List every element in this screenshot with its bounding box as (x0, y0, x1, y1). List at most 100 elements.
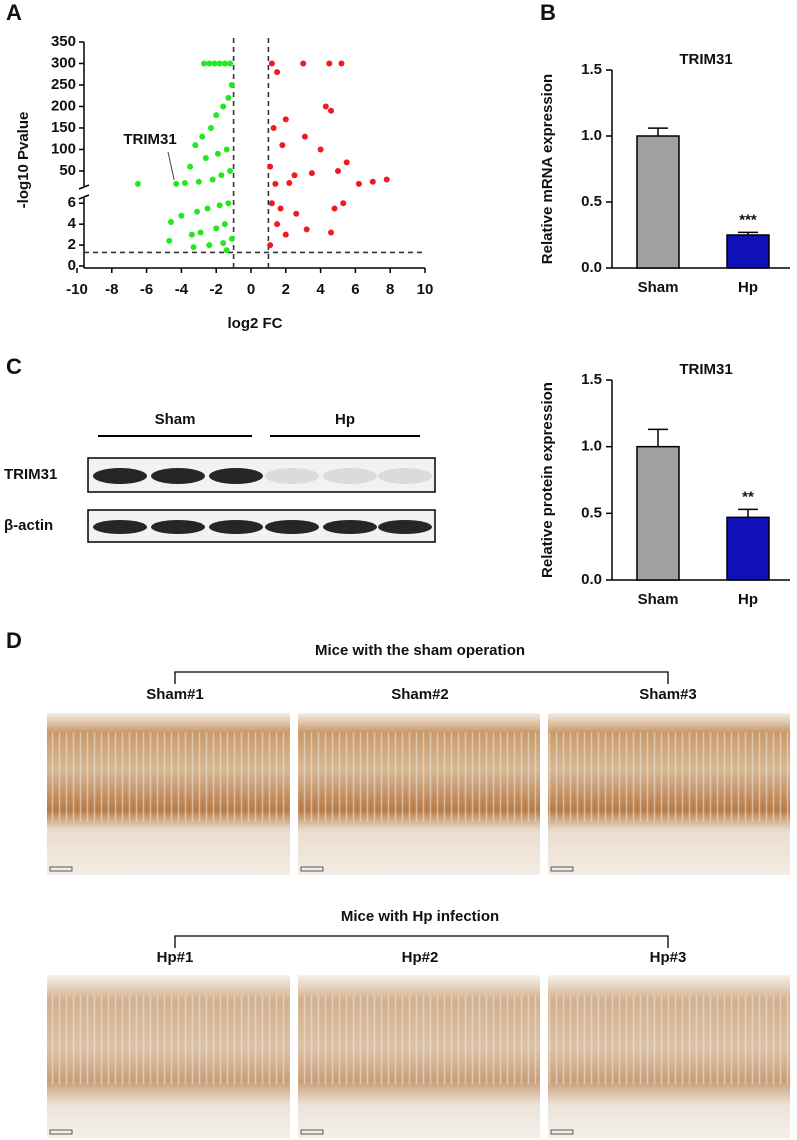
point (223, 247, 230, 254)
panel-label: B (540, 0, 556, 25)
y-tick-label: 250 (51, 76, 76, 93)
axis-break (78, 194, 90, 200)
point (166, 237, 173, 244)
scale-bar (49, 1129, 73, 1135)
row-label: β-actin (4, 517, 53, 534)
point (218, 172, 225, 179)
point (188, 231, 195, 238)
point (317, 146, 324, 153)
y-tick-label: 1.0 (581, 438, 602, 455)
point (181, 179, 188, 186)
y-axis-label: Relative mRNA expression (539, 74, 556, 264)
tissue-texture (298, 994, 540, 1085)
x-tick-label: 0 (247, 281, 255, 298)
point (293, 210, 300, 217)
point (221, 221, 228, 228)
blot-band (151, 468, 205, 484)
bracket (174, 671, 669, 684)
x-tick-label: -4 (175, 281, 189, 298)
image-label: Hp#1 (157, 949, 194, 966)
x-tick-label: -6 (140, 281, 153, 298)
point (178, 212, 185, 219)
blot-band (378, 520, 432, 534)
image-label: Hp#3 (650, 949, 687, 966)
y-tick-label: 1.0 (581, 127, 602, 144)
point (331, 205, 338, 212)
point (209, 176, 216, 183)
point (206, 60, 213, 67)
y-tick-label: 0 (68, 257, 76, 274)
y-tick-label: 0.5 (581, 193, 602, 210)
x-tick-label: -2 (210, 281, 223, 298)
y-axis-label: Relative protein expression (539, 382, 556, 578)
point (274, 221, 281, 228)
y-tick-label: 350 (51, 33, 76, 50)
blot-band (265, 520, 319, 534)
x-tick-label: Hp (738, 591, 758, 608)
bracket (174, 935, 669, 948)
blot-band (209, 520, 263, 534)
point (190, 244, 197, 251)
y-tick-label: 0.0 (581, 571, 602, 588)
panel-label: D (6, 628, 22, 653)
blot-band (378, 468, 432, 484)
y-tick-label: 1.5 (581, 371, 602, 388)
significance: *** (739, 211, 757, 228)
image-label: Sham#3 (639, 686, 697, 703)
point (134, 180, 141, 187)
axis-break (78, 184, 90, 190)
point (202, 155, 209, 162)
point (322, 103, 329, 110)
point (227, 167, 234, 174)
x-tick-label: 10 (417, 281, 434, 298)
point (308, 170, 315, 177)
scale-bar (49, 866, 73, 872)
point (199, 133, 206, 140)
point (220, 239, 227, 246)
x-tick-label: Hp (738, 279, 758, 296)
tissue-texture (548, 732, 790, 822)
point (187, 163, 194, 170)
blot-band (93, 520, 147, 534)
point (279, 142, 286, 149)
point (282, 231, 289, 238)
point (211, 60, 218, 67)
x-tick-label: 8 (386, 281, 394, 298)
group-label: Sham (155, 411, 196, 428)
chart-title: TRIM31 (679, 51, 732, 68)
point (301, 133, 308, 140)
group-title: Mice with the sham operation (315, 642, 525, 659)
point (268, 200, 275, 207)
x-tick-label: -10 (66, 281, 88, 298)
y-tick-label: 200 (51, 97, 76, 114)
point (369, 178, 376, 185)
point (343, 159, 350, 166)
point (195, 178, 202, 185)
point (228, 81, 235, 88)
group-label: Hp (335, 411, 355, 428)
bar (726, 234, 770, 269)
point (328, 229, 335, 236)
y-tick-label: 0.5 (581, 504, 602, 521)
point (328, 107, 335, 114)
point (277, 205, 284, 212)
scale-bar (550, 1129, 574, 1135)
point (267, 242, 274, 249)
point (207, 124, 214, 131)
point (340, 200, 347, 207)
blot-band (323, 468, 377, 484)
x-axis-label: log2 FC (228, 315, 283, 332)
tissue-texture (47, 994, 290, 1085)
point (167, 219, 174, 226)
bar (726, 516, 770, 581)
point (274, 69, 281, 76)
point (326, 60, 333, 67)
x-tick-label: 2 (282, 281, 290, 298)
x-tick-label: 4 (316, 281, 325, 298)
row-label: TRIM31 (4, 466, 57, 483)
image-label: Sham#1 (146, 686, 204, 703)
point (282, 116, 289, 123)
scale-bar (550, 866, 574, 872)
scale-bar (300, 866, 324, 872)
y-tick-label: 0.0 (581, 259, 602, 276)
